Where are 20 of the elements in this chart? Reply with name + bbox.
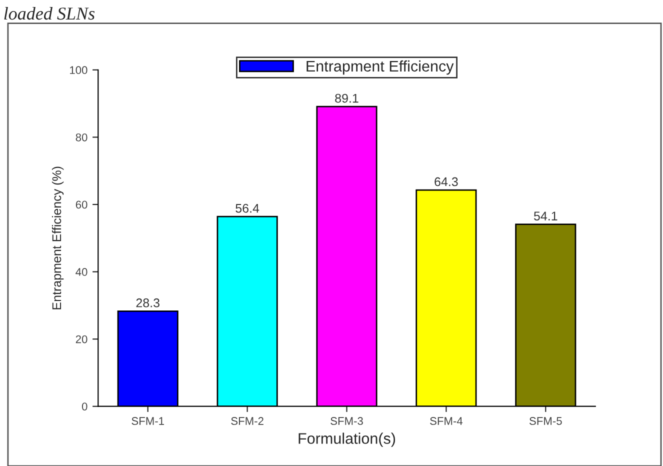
x-tick-label: SFM-1 — [132, 417, 164, 425]
data-label: 64.3 — [434, 177, 458, 186]
y-tick-label: 60 — [76, 200, 88, 209]
y-tick-label: 0 — [82, 402, 88, 410]
x-tick-label: SFM-3 — [330, 417, 363, 425]
y-tick-label: 80 — [76, 133, 88, 142]
x-tick-label: SFM-5 — [529, 417, 562, 425]
x-tick-label: SFM-4 — [430, 417, 463, 425]
data-label: 56.4 — [236, 204, 260, 213]
y-tick-label: 100 — [70, 66, 88, 74]
x-axis-title: Formulation(s) — [298, 432, 396, 447]
data-label: 28.3 — [136, 298, 160, 308]
y-tick-label: 20 — [76, 335, 88, 344]
chart-title: loaded SLNs — [4, 6, 95, 20]
y-axis-title: Entrapment Efficiency (%) — [52, 166, 64, 310]
data-label: 89.1 — [335, 94, 358, 103]
legend-label: Entrapment Efficiency — [306, 60, 454, 75]
x-tick-label: SFM-2 — [231, 417, 264, 425]
y-tick-label: 40 — [76, 268, 88, 276]
data-label: 54.1 — [534, 212, 558, 220]
